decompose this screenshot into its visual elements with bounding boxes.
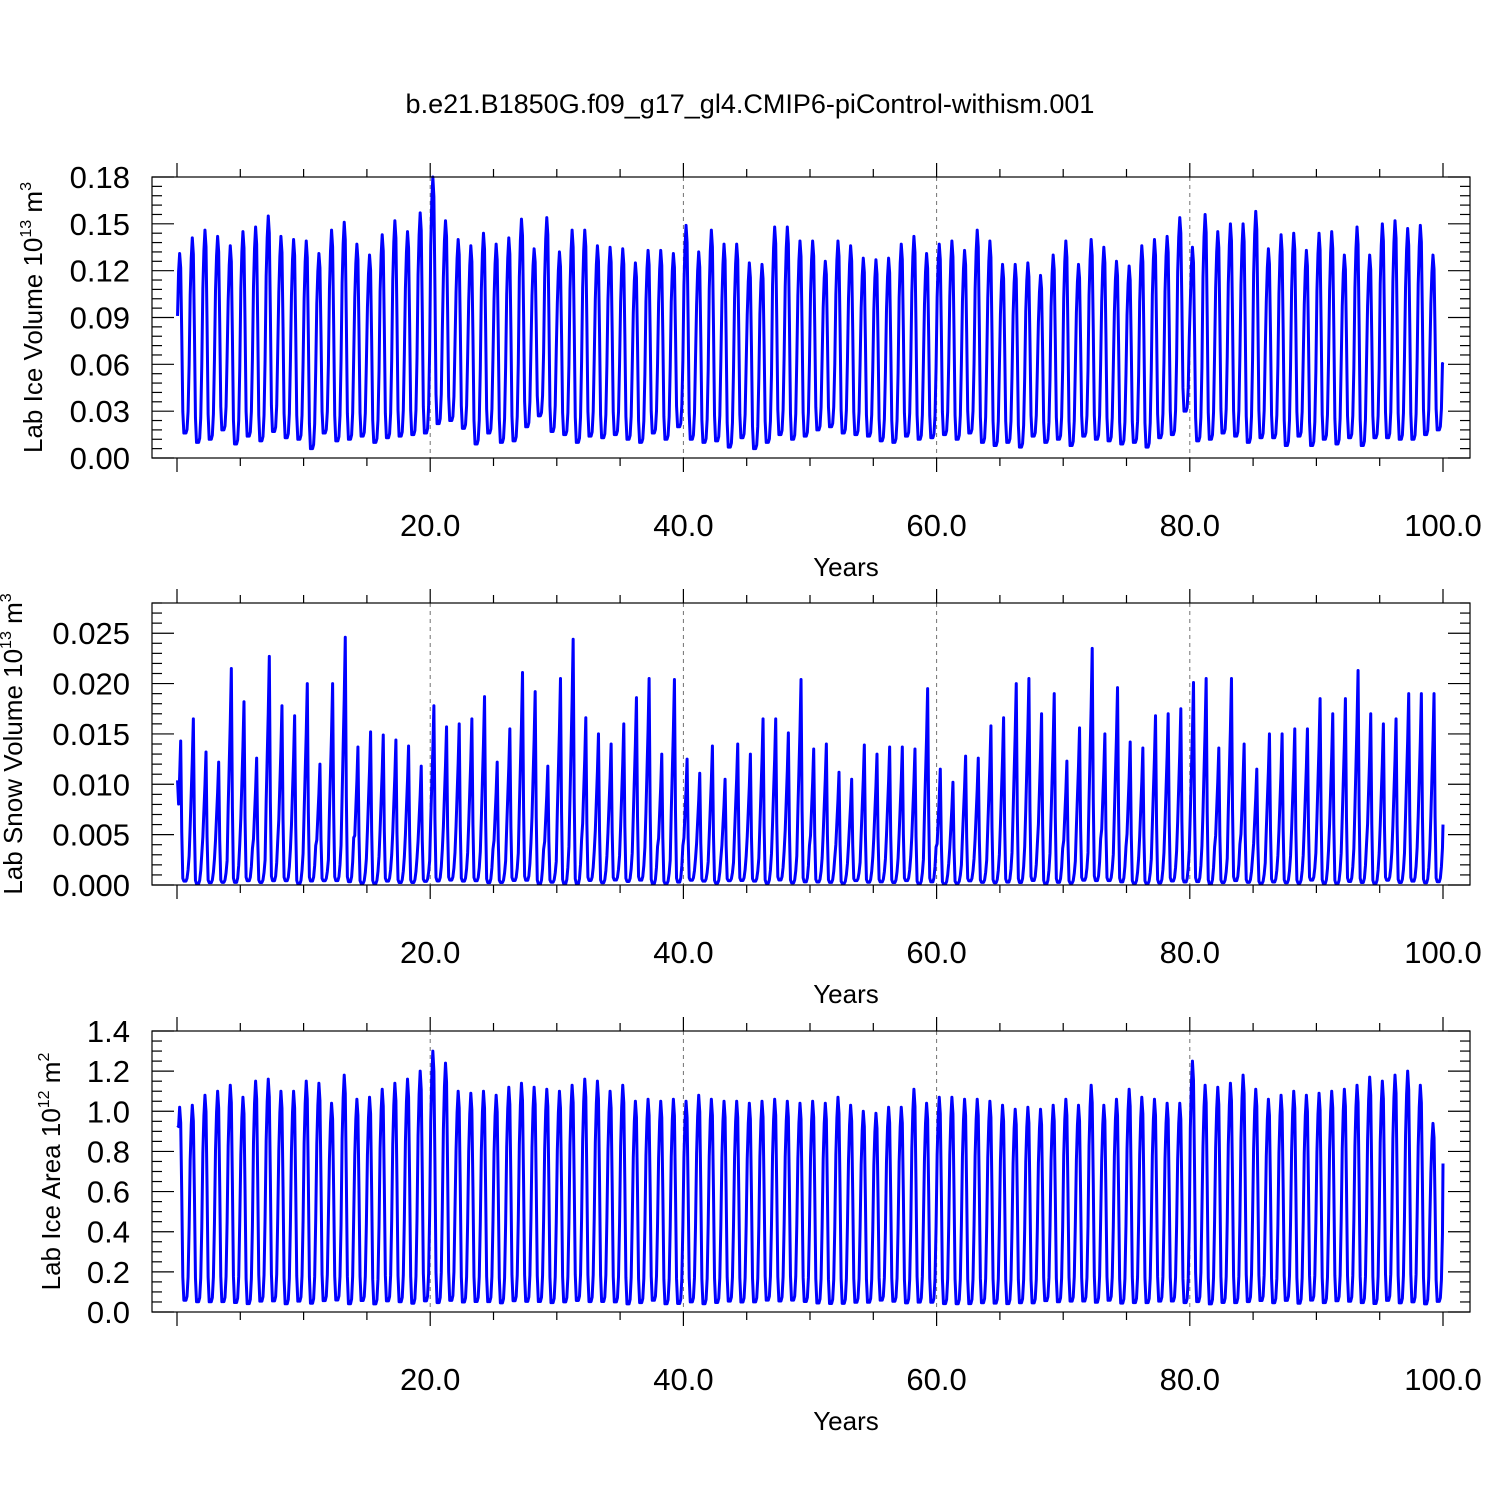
ice-area-y-tick-label: 1.2 bbox=[87, 1054, 130, 1089]
snow-volume-x-axis-title: Years bbox=[813, 979, 879, 1009]
panel-ice-volume: 20.0 40.0 60.0 80.0 100.0 0.000.030.060.090.… bbox=[18, 160, 1482, 582]
ice-volume-y-tick-label: 0.15 bbox=[70, 207, 130, 242]
ice-volume-y-tick-label: 0.12 bbox=[70, 254, 130, 289]
ice-volume-x-tick-label: 40.0 bbox=[653, 508, 713, 543]
snow-volume-y-tick-labels: 0.000 0.005 0.010 0.015 0.020 0.025 bbox=[52, 616, 130, 903]
ice-volume-y-tick-label: 0.06 bbox=[70, 347, 130, 382]
ice-area-x-tick-label: 100.0 bbox=[1404, 1362, 1482, 1397]
ice-area-x-tick-label: 80.0 bbox=[1160, 1362, 1220, 1397]
ice-area-x-tick-label: 40.0 bbox=[653, 1362, 713, 1397]
ice-area-series-line bbox=[176, 1049, 1445, 1306]
ice-area-ticks bbox=[152, 1017, 1470, 1326]
ice-volume-ylabel-prefix: Lab Ice Volume 10 bbox=[18, 238, 48, 453]
ice-volume-y-tick-label: 0.00 bbox=[70, 441, 130, 476]
ice-volume-y-tick-labels: 0.00 0.03 0.06 0.09 0.12 0.15 0.18 bbox=[70, 160, 130, 476]
ice-area-y-tick-label: 0.6 bbox=[87, 1175, 130, 1210]
ice-area-y-tick-label: 0.0 bbox=[87, 1295, 130, 1330]
ice-volume-x-tick-labels: 20.0 40.0 60.0 80.0 100.0 bbox=[400, 508, 1482, 543]
snow-volume-series-line bbox=[176, 635, 1445, 886]
snow-volume-y-tick-label: 0.025 bbox=[52, 616, 130, 651]
ice-volume-x-tick-label: 100.0 bbox=[1404, 508, 1482, 543]
snow-volume-x-tick-label: 80.0 bbox=[1160, 935, 1220, 970]
panel-ice-area: 20.0 40.0 60.0 80.0 100.0 0.0 0.2 0.4 0.6 0.8 1.0… bbox=[36, 1014, 1482, 1436]
ice-volume-y-axis-title: Lab Ice Volume 1013 m3 bbox=[18, 182, 48, 453]
snow-volume-y-tick-label: 0.015 bbox=[52, 717, 130, 752]
ice-area-y-tick-label: 1.0 bbox=[87, 1094, 130, 1129]
panel-snow-volume: 20.0 40.0 60.0 80.0 100.0 0.0000.0050.0100.0… bbox=[0, 589, 1482, 1009]
ice-area-y-tick-label: 0.2 bbox=[87, 1255, 130, 1290]
ice-volume-x-tick-label: 20.0 bbox=[400, 508, 460, 543]
ice-area-ylabel-prefix: Lab Ice Area 10 bbox=[36, 1108, 66, 1290]
ice-area-ylabel-unit: m bbox=[36, 1062, 66, 1091]
ice-area-x-axis-title: Years bbox=[813, 1406, 879, 1436]
ice-volume-y-tick-label: 0.18 bbox=[70, 160, 130, 195]
ice-volume-x-axis-title: Years bbox=[813, 552, 879, 582]
ice-volume-ylabel-exponent: 13 bbox=[18, 220, 35, 238]
ice-volume-ylabel-unit-exponent: 3 bbox=[18, 182, 35, 191]
ice-area-y-tick-label: 0.8 bbox=[87, 1134, 130, 1169]
ice-area-y-axis-title: Lab Ice Area 1012 m2 bbox=[36, 1053, 66, 1291]
ice-volume-ticks bbox=[152, 163, 1470, 472]
snow-volume-y-tick-label: 0.000 bbox=[52, 868, 130, 903]
ice-area-y-tick-labels: 0.0 0.2 0.4 0.6 0.8 1.0 1.2 1.4 bbox=[87, 1014, 130, 1330]
ice-area-x-tick-label: 20.0 bbox=[400, 1362, 460, 1397]
ice-volume-x-tick-label: 60.0 bbox=[906, 508, 966, 543]
snow-volume-ylabel-unit-exponent: 3 bbox=[0, 593, 15, 602]
snow-volume-x-tick-label: 100.0 bbox=[1404, 935, 1482, 970]
snow-volume-ticks bbox=[152, 589, 1470, 899]
ice-area-x-tick-label: 60.0 bbox=[906, 1362, 966, 1397]
snow-volume-y-tick-label: 0.020 bbox=[52, 667, 130, 702]
ice-volume-ylabel-unit: m bbox=[18, 191, 48, 220]
ice-area-y-tick-label: 1.4 bbox=[87, 1014, 130, 1049]
snow-volume-x-tick-labels: 20.0 40.0 60.0 80.0 100.0 bbox=[400, 935, 1482, 970]
snow-volume-x-tick-label: 60.0 bbox=[906, 935, 966, 970]
figure-title: b.e21.B1850G.f09_g17_gl4.CMIP6-piControl… bbox=[406, 89, 1095, 119]
snow-volume-y-tick-label: 0.005 bbox=[52, 818, 130, 853]
snow-volume-x-tick-label: 20.0 bbox=[400, 935, 460, 970]
ice-area-x-tick-labels: 20.0 40.0 60.0 80.0 100.0 bbox=[400, 1362, 1482, 1397]
snow-volume-x-tick-label: 40.0 bbox=[653, 935, 713, 970]
ice-volume-series-line bbox=[176, 175, 1445, 451]
snow-volume-ylabel-exponent: 13 bbox=[0, 631, 15, 649]
snow-volume-y-tick-label: 0.010 bbox=[52, 767, 130, 802]
ice-area-y-tick-label: 0.4 bbox=[87, 1215, 130, 1250]
ice-volume-y-tick-label: 0.09 bbox=[70, 301, 130, 336]
snow-volume-y-axis-title: Lab Snow Volume 1013 m3 bbox=[0, 593, 28, 894]
ice-area-ylabel-unit-exponent: 2 bbox=[36, 1053, 53, 1062]
ice-volume-y-tick-label: 0.03 bbox=[70, 394, 130, 429]
ice-area-ylabel-exponent: 12 bbox=[36, 1090, 53, 1108]
snow-volume-ylabel-prefix: Lab Snow Volume 10 bbox=[0, 649, 28, 895]
ice-volume-x-tick-label: 80.0 bbox=[1160, 508, 1220, 543]
snow-volume-ylabel-unit: m bbox=[0, 602, 28, 631]
